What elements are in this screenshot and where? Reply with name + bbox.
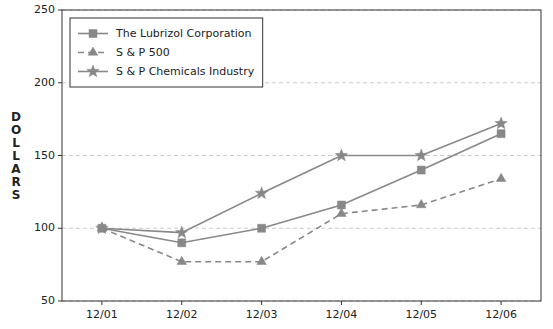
series-marker: [257, 256, 267, 264]
series-marker: [335, 149, 347, 161]
legend-marker: [89, 30, 97, 38]
y-axis-label-part: D: [11, 109, 21, 123]
x-tick: [261, 301, 262, 305]
legend-marker: [87, 65, 99, 77]
legend-label: S & P Chemicals Industry: [116, 65, 255, 78]
x-tick-label: 12/04: [326, 308, 358, 321]
legend: The Lubrizol Corporation S & P 500 S & P C…: [70, 18, 263, 87]
legend-label: S & P 500: [116, 46, 170, 59]
y-tick: [58, 301, 62, 302]
plot-area: [96, 117, 508, 264]
y-axis-label-part: A: [11, 161, 21, 175]
x-tick-label: 12/03: [246, 308, 278, 321]
x-tick-label: 12/05: [405, 308, 437, 321]
y-tick-label: 100: [34, 221, 55, 234]
chart: 50 100 150 200 250 12/01 12/02 12/03 12/04 12/05 1…: [0, 0, 553, 329]
chart-container: 50 100 150 200 250 12/01 12/02 12/03 12/04 12/05 1…: [0, 0, 553, 329]
y-tick: [58, 155, 62, 156]
legend-box: [70, 18, 263, 87]
y-tick: [58, 228, 62, 229]
series-marker: [417, 166, 425, 174]
series-marker: [96, 222, 108, 234]
y-axis-label-part: L: [12, 135, 20, 149]
x-tick-label: 12/02: [166, 308, 198, 321]
series-marker: [495, 117, 507, 129]
plot-frame: [62, 10, 541, 301]
y-axis-label-part: R: [11, 174, 20, 188]
series-marker: [416, 199, 426, 207]
y-axis-label-part: O: [11, 122, 21, 136]
series-marker: [176, 226, 188, 238]
series-marker: [258, 224, 266, 232]
y-tick: [58, 10, 62, 11]
y-tick-label: 250: [34, 3, 55, 16]
x-tick: [181, 301, 182, 305]
series-marker: [255, 187, 267, 199]
series-marker: [497, 130, 505, 138]
y-tick-label: 200: [34, 76, 55, 89]
series-line: [102, 179, 501, 262]
series-marker: [178, 239, 186, 247]
series-marker: [177, 256, 187, 264]
y-axis-label-part: S: [12, 187, 21, 201]
series-line: [102, 123, 501, 232]
y-tick: [58, 82, 62, 83]
y-axis-label: DOLLARS: [11, 109, 21, 201]
x-tick: [421, 301, 422, 305]
legend-label: The Lubrizol Corporation: [115, 27, 251, 40]
series-marker: [337, 208, 347, 216]
x-tick-label: 12/06: [485, 308, 517, 321]
series-line: [102, 134, 501, 243]
grid-line: [62, 228, 541, 229]
x-tick: [101, 301, 102, 305]
x-tick: [501, 301, 502, 305]
x-tick-label: 12/01: [86, 308, 118, 321]
legend-marker: [88, 47, 98, 55]
grid-line: [62, 155, 541, 156]
y-tick-label: 150: [34, 149, 55, 162]
y-tick-label: 50: [41, 294, 55, 307]
series-marker: [415, 149, 427, 161]
x-tick: [341, 301, 342, 305]
series-marker: [496, 173, 506, 181]
y-axis-label-part: L: [12, 148, 20, 162]
